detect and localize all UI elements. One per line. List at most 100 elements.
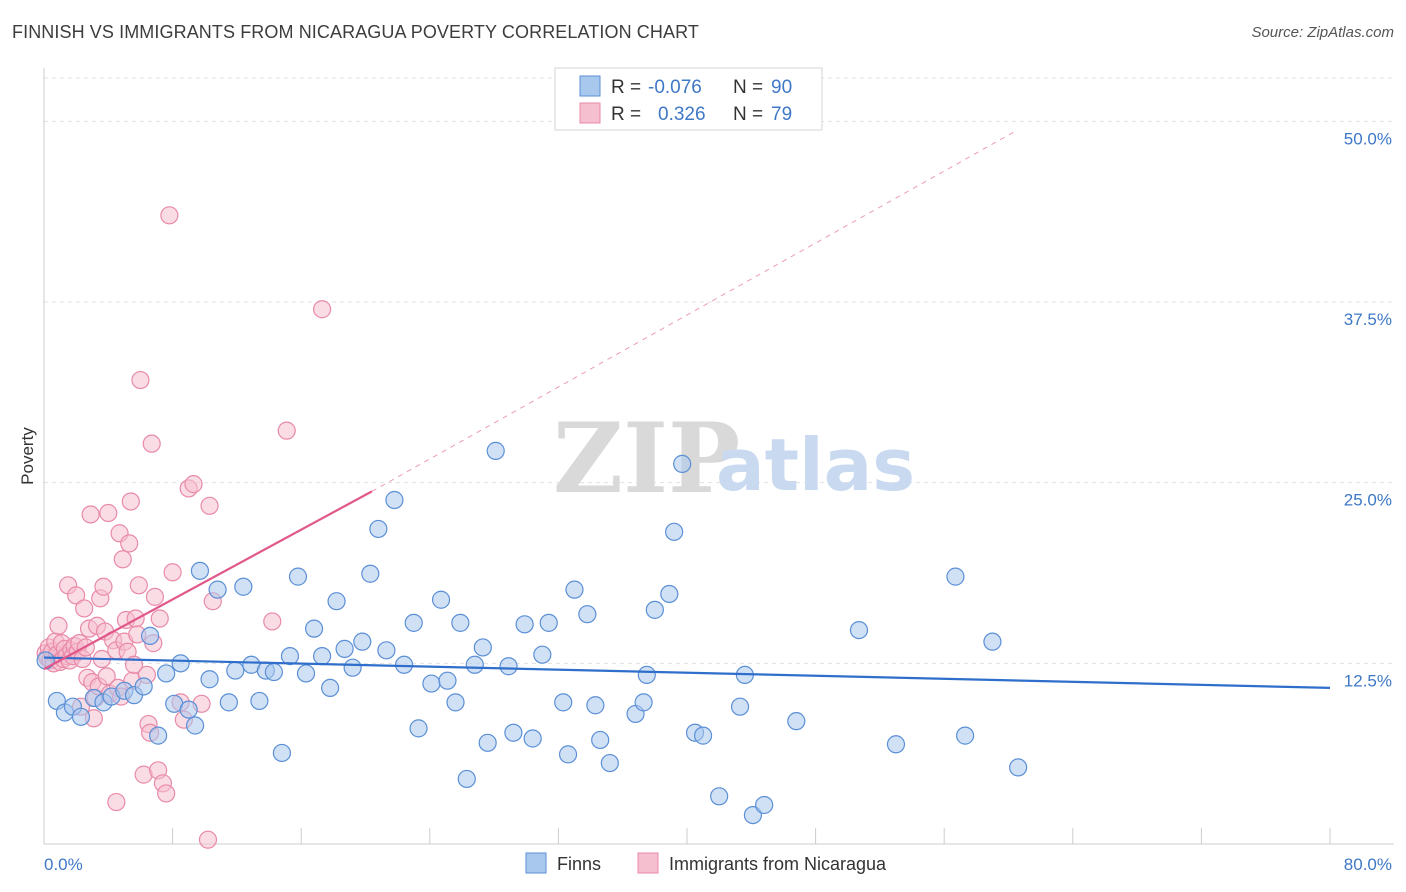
y-axis-label: Poverty [18,427,37,485]
nicaragua-point [94,577,113,596]
nicaragua-point [312,300,332,319]
bottom-legend-label-finns: Finns [557,854,601,874]
nicaragua-point [129,576,148,595]
finns-point [473,638,492,657]
y-tick-label: 37.5% [1344,310,1392,329]
legend-r-value-nicaragua: 0.326 [658,104,706,125]
nicaragua-point [107,792,126,812]
finns-point [637,665,656,685]
finns-point [673,454,692,473]
bottom-legend-swatch-nicaragua [637,852,659,874]
finns-point [591,730,610,750]
finns-point [422,674,441,693]
nicaragua-point [121,492,140,511]
finns-point [600,753,619,773]
finns-point [1009,758,1028,777]
nicaragua-point [142,434,161,453]
nicaragua-point [198,830,218,849]
finns-point [409,719,428,738]
finns-point [149,726,168,745]
legend-swatch-nicaragua [579,102,601,124]
nicaragua-point [263,612,282,631]
finns-point [431,590,451,609]
nicaragua-point [75,599,94,618]
finns-point [693,726,713,745]
finns-point [710,787,729,806]
finns-point [288,567,308,586]
finns-trend-line [43,656,1331,690]
finns-point [335,639,354,658]
finns-point [457,769,476,789]
finns-point [250,691,269,711]
finns-point [486,441,505,460]
nicaragua-point [120,534,139,553]
finns-point [272,743,292,763]
nicaragua-point [160,206,179,225]
finns-points [36,441,1028,825]
finns-point [634,693,653,712]
nicaragua-point [200,496,219,515]
finns-point [353,632,372,651]
chart-title: FINNISH VS IMMIGRANTS FROM NICARAGUA POV… [12,22,699,42]
finns-point [554,693,573,712]
finns-point [343,658,362,677]
y-tick-labels: 12.5% 25.0% 37.5% 50.0% [1344,129,1392,690]
y-tick-label: 12.5% [1344,671,1392,690]
nicaragua-point [81,505,100,524]
finns-point [190,561,210,580]
finns-point [264,662,283,682]
bottom-legend: Finns Immigrants from Nicaragua [525,852,887,874]
finns-point [321,678,340,698]
finns-point [361,564,380,583]
finns-point [515,615,534,634]
finns-point [171,654,190,673]
finns-point [179,700,198,719]
finns-point [665,522,684,541]
finns-point [134,677,153,696]
finns-point [743,805,763,825]
nicaragua-point [97,667,116,686]
nicaragua-point [145,587,165,606]
finns-point [394,655,414,674]
nicaragua-trend-line [43,490,373,671]
watermark-zip: ZIP [553,402,740,515]
finns-point [71,707,91,726]
finns-point [499,657,518,676]
watermark: ZIP atlas [553,402,915,515]
finns-point [504,723,523,742]
y-tick-label: 25.0% [1344,491,1392,510]
nicaragua-point [184,475,203,494]
legend-n-value-finns: 90 [771,77,792,98]
legend-r-label-finns: R = [611,77,641,98]
nicaragua-point [113,550,132,569]
nicaragua-trend-extension [371,131,1016,492]
finns-point [660,584,679,604]
finns-point [730,697,750,716]
legend-box: R = -0.076 N = 90 R = 0.326 N = 79 [554,67,823,131]
finns-point [523,729,542,748]
nicaragua-point [277,421,296,440]
legend-n-label-finns: N = [733,77,763,98]
nicaragua-point [163,563,182,582]
source-label: Source: ZipAtlas.com [1251,24,1394,41]
y-tick-label: 50.0% [1344,129,1392,148]
finns-point [755,795,774,815]
finns-point [304,619,324,638]
nicaragua-point [157,784,176,803]
finns-point [578,605,597,624]
finns-point [465,655,484,674]
nicaragua-point [150,609,169,628]
finns-point [385,490,404,510]
legend-r-label-nicaragua: R = [611,104,641,125]
legend-swatch-finns [579,75,601,97]
finns-point [219,693,238,712]
finns-point [200,670,219,689]
finns-point [140,626,160,645]
legend-r-value-finns: -0.076 [648,77,702,98]
x-tick-label-max: 80.0% [1344,855,1392,874]
finns-point [586,696,605,715]
finns-point [438,671,457,690]
x-ticks [43,828,1331,844]
finns-point [946,567,965,586]
bottom-legend-label-nicaragua: Immigrants from Nicaragua [669,854,887,874]
